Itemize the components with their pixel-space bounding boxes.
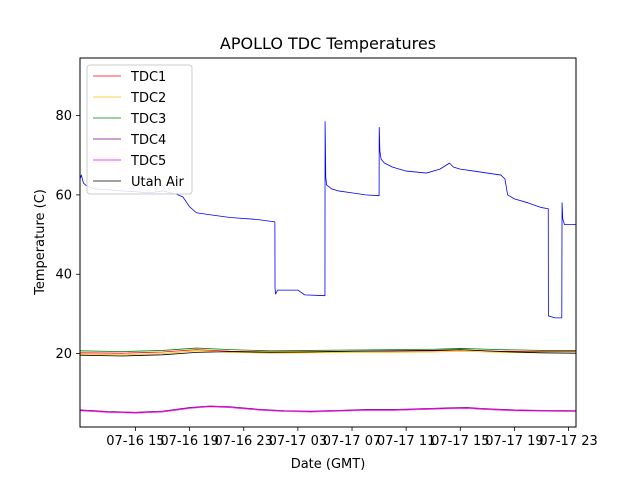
x-tick-label: 07-17 15	[431, 434, 489, 449]
legend-label-tdc4: TDC4	[130, 133, 166, 148]
y-tick-label: 80	[55, 109, 72, 124]
series-layer	[80, 121, 576, 414]
legend-label-tdc5: TDC5	[130, 154, 166, 169]
x-tick-label: 07-17 11	[377, 434, 435, 449]
y-tick-label: 60	[55, 188, 72, 203]
legend-label-tdc1: TDC1	[130, 70, 166, 85]
series-line-utah-air	[80, 349, 576, 357]
legend: TDC1 TDC2 TDC3 TDC4 TDC5 Utah Air	[86, 64, 193, 195]
series-line-tdc3	[80, 347, 576, 353]
x-tick-label: 07-17 23	[539, 434, 597, 449]
x-tick-label: 07-17 03	[269, 434, 327, 449]
series-line-tdc2	[80, 350, 576, 356]
legend-label-utah-air: Utah Air	[131, 175, 184, 190]
x-tick-label: 07-16 23	[215, 434, 273, 449]
x-tick-label: 07-17 19	[485, 434, 543, 449]
series-line-tdc5	[80, 406, 576, 414]
legend-label-tdc3: TDC3	[130, 112, 166, 127]
chart-title: APOLLO TDC Temperatures	[220, 34, 436, 53]
legend-label-tdc2: TDC2	[130, 91, 166, 106]
plot-frame	[79, 57, 577, 428]
y-axis-ticks: 20 40 60 80	[55, 109, 80, 362]
x-axis-label: Date (GMT)	[291, 457, 366, 472]
y-axis-label: Temperature (C)	[33, 189, 48, 296]
series-line-tdc4	[80, 405, 576, 413]
x-tick-label: 07-17 07	[323, 434, 381, 449]
x-tick-label: 07-16 15	[106, 434, 164, 449]
y-tick-label: 20	[55, 347, 72, 362]
x-tick-label: 07-16 19	[160, 434, 218, 449]
y-tick-label: 40	[55, 268, 72, 283]
